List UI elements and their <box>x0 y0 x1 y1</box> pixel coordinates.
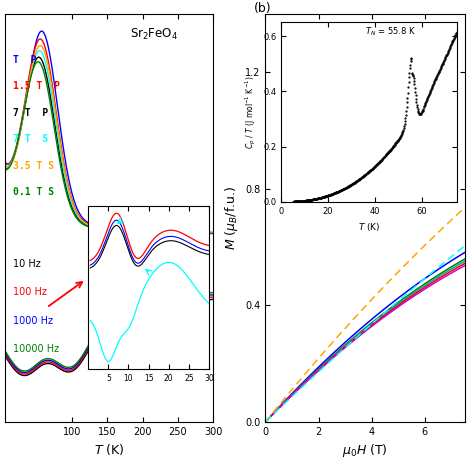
Text: 100 Hz: 100 Hz <box>13 287 47 297</box>
Text: 3.5 T S: 3.5 T S <box>13 161 54 171</box>
Text: 7 T  S: 7 T S <box>13 135 48 145</box>
Text: 10000 Hz: 10000 Hz <box>13 345 59 355</box>
Text: 1000 Hz: 1000 Hz <box>13 316 53 326</box>
Text: $\mathrm{Sr_2FeO_4}$: $\mathrm{Sr_2FeO_4}$ <box>130 27 178 42</box>
Text: T  P: T P <box>13 55 36 65</box>
Text: 1.5 T  P: 1.5 T P <box>13 82 60 91</box>
Text: (b): (b) <box>254 2 271 15</box>
Text: 7 T  P: 7 T P <box>13 108 48 118</box>
Text: 10 Hz: 10 Hz <box>13 259 41 269</box>
Y-axis label: $M$ ($\mu_B$/f.u.): $M$ ($\mu_B$/f.u.) <box>223 186 240 250</box>
X-axis label: $\mu_0H$ (T): $\mu_0H$ (T) <box>342 442 388 459</box>
Text: 0.1 T S: 0.1 T S <box>13 188 54 198</box>
X-axis label: $T$ (K): $T$ (K) <box>94 442 124 457</box>
